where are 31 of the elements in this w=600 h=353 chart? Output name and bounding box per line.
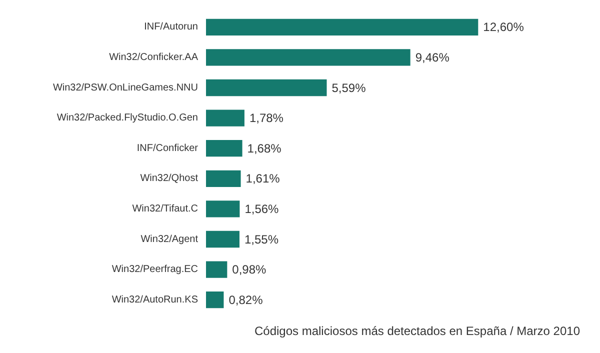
- bar: [206, 110, 244, 126]
- bar: [206, 230, 240, 248]
- y-tick-label: Win32/Tifaut.C: [132, 203, 198, 214]
- data-label: 1,56%: [244, 202, 280, 216]
- bar: [206, 79, 327, 96]
- y-tick-label: Win32/Peerfrag.EC: [112, 264, 198, 276]
- y-tick-label: INF/Conficker: [136, 142, 199, 154]
- bar: [206, 261, 228, 278]
- data-label: 12,60%: [483, 20, 524, 34]
- y-tick-label: Win32/Conficker.AA: [109, 52, 198, 63]
- data-label: 1,61%: [246, 172, 280, 186]
- text: Códigos maliciosos más detectados en España / Marzo 2010: [254, 324, 580, 338]
- data-label: 1,55%: [244, 232, 279, 246]
- data-label: 1,78%: [249, 111, 284, 126]
- data-label: 1,68%: [247, 141, 282, 156]
- bar: [206, 18, 478, 36]
- data-label: 5,59%: [332, 80, 366, 95]
- y-tick-label: Win32/PSW.OnLineGames.NNU: [52, 82, 198, 94]
- y-tick-label: Win32/Qhost: [140, 173, 198, 184]
- data-label: 0,82%: [228, 292, 264, 307]
- bar: [206, 292, 224, 308]
- y-tick-label: Win32/Agent: [140, 234, 198, 245]
- data-label: 0,98%: [232, 262, 267, 277]
- bar: [206, 200, 240, 218]
- bar: [206, 140, 242, 157]
- y-tick-label: Win32/Packed.FlyStudio.O.Gen: [56, 112, 198, 124]
- bar: [206, 170, 241, 187]
- y-tick-label: Win32/AutoRun.KS: [112, 294, 198, 306]
- bar: [206, 49, 410, 66]
- data-label: 9,46%: [415, 50, 450, 64]
- y-tick-label: INF/Autorun: [144, 22, 198, 33]
